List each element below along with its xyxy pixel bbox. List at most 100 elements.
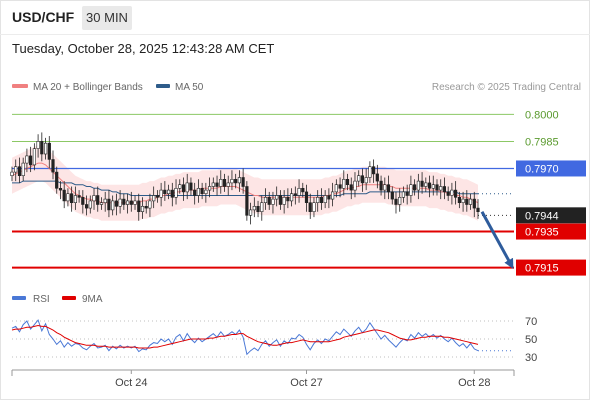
- candle-body: [10, 171, 14, 177]
- candle-body: [170, 189, 174, 198]
- candle-body: [457, 197, 462, 204]
- candle-body: [99, 202, 104, 205]
- candle-body: [144, 206, 148, 209]
- candle-body: [267, 197, 271, 205]
- candle-body: [476, 207, 480, 213]
- candle-body: [275, 195, 279, 200]
- candle-body: [208, 186, 212, 191]
- candle-body: [178, 184, 182, 189]
- header-divider: [0, 34, 590, 35]
- candle-body: [14, 166, 18, 173]
- candle-body: [439, 186, 443, 191]
- support-label-box: [516, 259, 586, 276]
- candle-body: [155, 195, 160, 198]
- candle-body: [293, 193, 297, 196]
- candle-body: [241, 177, 245, 187]
- candle-body: [334, 184, 338, 193]
- candle-body: [118, 198, 122, 207]
- support-label-box: [516, 223, 586, 240]
- candle-body: [167, 189, 171, 195]
- ma20-legend-label: MA 20 + Bollinger Bands: [33, 82, 143, 93]
- candle-body: [92, 195, 96, 202]
- candle-body: [375, 173, 379, 182]
- candle-body: [260, 202, 264, 212]
- candle-body: [36, 141, 40, 149]
- candle-body: [360, 175, 365, 184]
- candle-body: [424, 182, 428, 187]
- candle-body: [353, 180, 357, 191]
- candle-body: [122, 198, 126, 205]
- candle-body: [114, 200, 118, 207]
- candle-body: [200, 188, 204, 195]
- ma50-legend-swatch: [156, 84, 170, 88]
- candle-body: [159, 189, 163, 198]
- candle-body: [181, 184, 186, 193]
- candle-body: [383, 184, 387, 191]
- candle-body: [401, 191, 406, 198]
- candle-body: [412, 184, 417, 191]
- candle-body: [468, 198, 473, 205]
- candle-body: [357, 175, 361, 182]
- candle-body: [196, 188, 201, 196]
- chart-header: USD/CHF 30 MIN: [0, 0, 590, 36]
- candle-body: [152, 195, 156, 202]
- candle-body: [465, 198, 469, 205]
- candle-body: [193, 189, 197, 196]
- candle-body: [472, 198, 476, 209]
- candle-body: [133, 200, 137, 205]
- candle-body: [73, 195, 77, 203]
- candle-body: [85, 204, 89, 209]
- time-axis-label: Oct 24: [115, 377, 147, 389]
- candle-body: [289, 193, 294, 202]
- candle-body: [58, 188, 63, 191]
- candle-body: [390, 191, 394, 200]
- candle-body: [368, 166, 372, 178]
- last-price-label: 0.7944: [525, 210, 559, 222]
- candle-body: [301, 188, 305, 193]
- candle-body: [427, 182, 432, 189]
- candle-body: [21, 162, 25, 177]
- candle-body: [126, 200, 130, 205]
- timestamp: Tuesday, October 28, 2025 12:43:28 AM CE…: [12, 41, 275, 56]
- rsi-tick-label: 50: [525, 334, 537, 346]
- time-axis-label: Oct 27: [290, 377, 322, 389]
- candle-body: [66, 193, 70, 202]
- candle-body: [435, 184, 439, 191]
- candle-body: [338, 184, 342, 189]
- pivot-label-box: [516, 160, 586, 177]
- candle-body: [211, 182, 215, 187]
- candle-body: [185, 182, 189, 193]
- rsi-line: [11, 319, 479, 356]
- candle-body: [379, 180, 383, 191]
- candle-body: [215, 182, 219, 187]
- candle-body: [55, 171, 59, 189]
- pivot-label: 0.7970: [525, 163, 559, 175]
- candle-body: [312, 202, 316, 212]
- candle-body: [450, 189, 454, 196]
- candle-body: [256, 206, 260, 213]
- candle-body: [319, 197, 324, 204]
- support-label: 0.7915: [525, 263, 559, 275]
- candle-body: [103, 198, 107, 204]
- candle-body: [420, 180, 424, 187]
- candle-body: [327, 195, 331, 200]
- candle-body: [342, 179, 346, 189]
- candle-body: [17, 166, 22, 176]
- candle-body: [252, 206, 256, 211]
- candle-body: [234, 179, 238, 184]
- candle-body: [398, 197, 402, 205]
- candle-body: [364, 177, 368, 184]
- candle-body: [140, 206, 145, 213]
- candle-body: [323, 195, 327, 203]
- projection-arrow: [480, 211, 514, 269]
- candle-body: [163, 189, 167, 195]
- candle-body: [230, 179, 234, 184]
- timeframe-badge[interactable]: 30 MIN: [82, 6, 132, 30]
- candle-body: [62, 189, 66, 202]
- candle-body: [349, 184, 353, 191]
- candle-body: [282, 197, 286, 205]
- rsi-ma-legend-label: 9MA: [82, 294, 103, 305]
- candle-body: [70, 193, 74, 203]
- rsi-ma-line: [11, 324, 479, 349]
- candle-body: [226, 182, 230, 187]
